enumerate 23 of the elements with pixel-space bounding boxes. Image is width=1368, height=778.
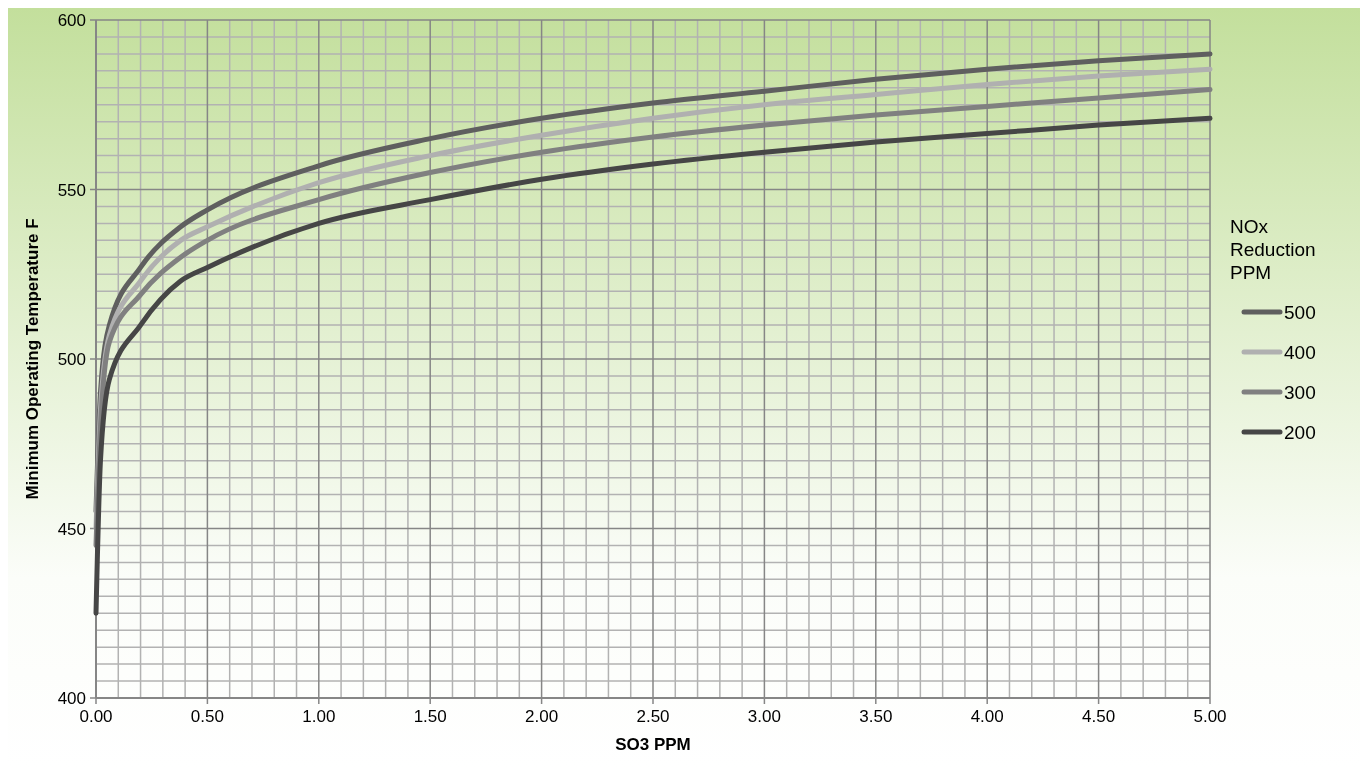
x-tick-label: 2.00 — [525, 707, 559, 726]
x-tick-label: 3.50 — [859, 707, 893, 726]
x-axis-title: SO3 PPM — [615, 735, 691, 754]
legend-label: 300 — [1284, 382, 1316, 403]
x-tick-label: 1.00 — [302, 707, 336, 726]
y-tick-label: 450 — [57, 519, 86, 539]
x-tick-label: 2.50 — [636, 707, 670, 726]
y-tick-label: 500 — [57, 350, 86, 369]
legend-label: 400 — [1284, 342, 1316, 363]
x-tick-label: 0.50 — [190, 707, 224, 726]
legend-label: 200 — [1284, 422, 1316, 443]
x-tick-label: 5.00 — [1193, 707, 1227, 726]
y-axis-title: Minimum Operating Temperature F — [23, 218, 42, 500]
x-tick-label: 0.00 — [79, 707, 113, 726]
y-tick-label: 400 — [57, 689, 86, 708]
x-tick-label: 1.50 — [413, 707, 447, 726]
x-tick-label: 4.00 — [970, 707, 1004, 726]
x-tick-label: 3.00 — [747, 707, 781, 726]
y-tick-label: 600 — [57, 11, 86, 30]
legend-title: NOx Reduction PPM — [1230, 216, 1316, 283]
x-tick-label: 4.50 — [1082, 707, 1116, 726]
y-tick-label: 550 — [57, 180, 86, 200]
legend-label: 500 — [1284, 302, 1316, 323]
